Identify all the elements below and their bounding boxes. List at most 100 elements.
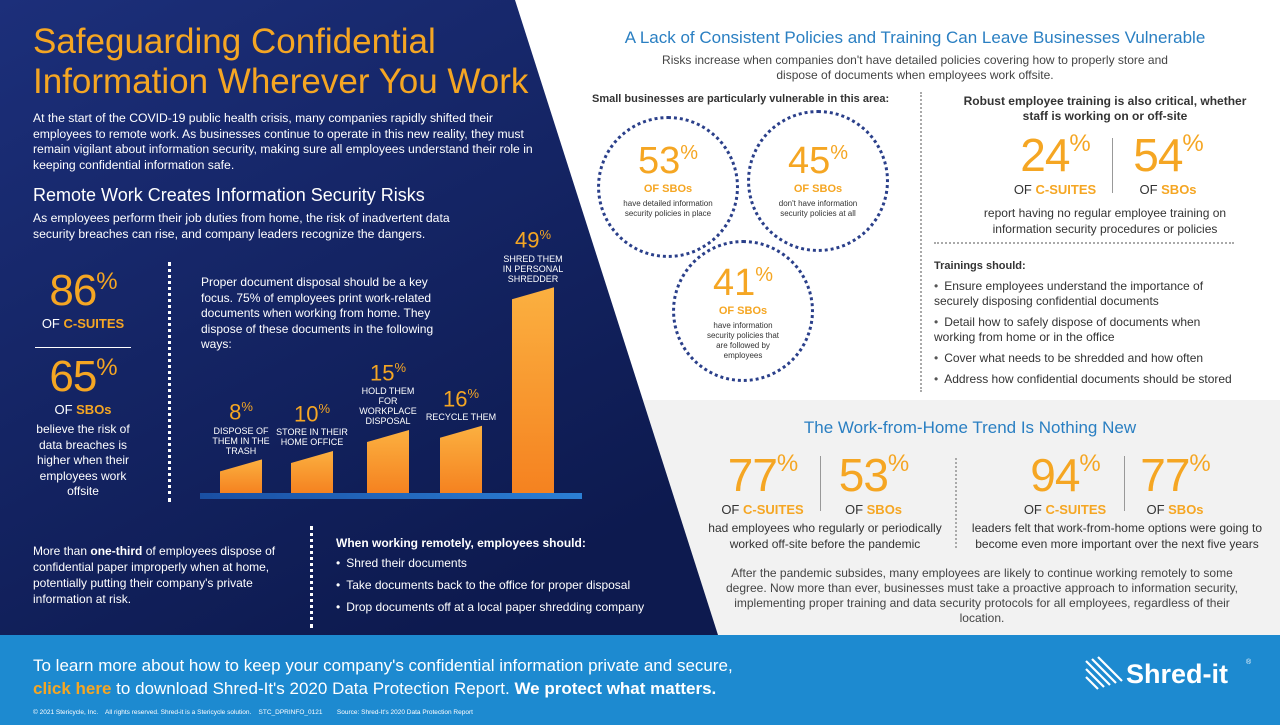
remote-heading: Remote Work Creates Information Security… (33, 185, 425, 205)
bar-label-block: 10% STORE IN THEIR HOME OFFICE (267, 401, 357, 447)
dotted-divider (920, 92, 922, 392)
remote-text: As employees perform their job duties fr… (33, 211, 450, 241)
pct-sign: % (1189, 450, 1210, 477)
pct-sign: % (830, 142, 849, 164)
list-item: Drop documents off at a local paper shre… (336, 600, 644, 615)
pct-sign: % (539, 227, 552, 243)
pct-sign: % (1079, 450, 1100, 477)
of-label: OF (844, 502, 864, 517)
pct-sign: % (318, 401, 331, 416)
stat-77-block: 77% OF C-SUITES (710, 448, 815, 517)
pct-sign: % (96, 268, 117, 295)
believe-text: believe the risk of data breaches is hig… (36, 422, 130, 498)
small-business-heading: Small businesses are particularly vulner… (592, 93, 890, 105)
c3-label: OF SBOs (718, 305, 768, 317)
footer-line1: To learn more about how to keep your com… (33, 656, 733, 675)
circle-53-content: 53% OF SBOs have detailed information se… (597, 140, 739, 219)
bar (512, 287, 554, 493)
bar-value-label: 10% (267, 401, 357, 427)
circle-41-content: 41% OF SBOs have information security po… (672, 262, 814, 361)
of-label: OF (1139, 182, 1158, 197)
stat-86-label: C-SUITES (63, 316, 125, 331)
stat-53-block: 53% OF SBOs (826, 448, 921, 517)
bar-category-label: HOLD THEM FOR WORKPLACE DISPOSAL (359, 386, 417, 427)
stat-65-block: 65% OF SBOs (33, 352, 133, 417)
pct-sign: % (394, 360, 407, 375)
c2-text: don't have information security policies… (778, 199, 858, 218)
dotted-divider (168, 262, 171, 502)
wfh-ab-text: had employees who regularly or periodica… (708, 521, 942, 551)
pct-sign: % (887, 450, 909, 477)
wfh-a-value: 77 (727, 449, 778, 501)
footer-tagline: We protect what matters. (514, 679, 717, 698)
pct-sign: % (241, 399, 253, 415)
bar-value-label: 15% (343, 360, 433, 386)
circle-45-content: 45% OF SBOs don't have information secur… (747, 140, 889, 219)
remote-should-heading: When working remotely, employees should: (336, 536, 586, 550)
divider (1112, 138, 1113, 193)
pct-sign: % (1069, 130, 1090, 157)
bar-value-label: 16% (416, 386, 506, 412)
wfh-c-label: C-SUITES (1045, 502, 1107, 517)
stat-86-value: 86 (49, 266, 97, 315)
of-label: OF (1146, 502, 1165, 517)
bar-category-label: STORE IN THEIR HOME OFFICE (276, 427, 348, 448)
circle-41 (672, 240, 814, 382)
c1-text: have detailed information security polic… (623, 199, 713, 218)
c1-value: 53 (637, 140, 681, 182)
dotted-divider (934, 242, 1234, 244)
footer-line2: click here to download Shred-It's 2020 D… (33, 678, 716, 700)
bar-label-block: 49% SHRED THEM IN PERSONAL SHREDDER (488, 227, 578, 283)
pct-sign: % (1182, 130, 1203, 157)
dotted-divider (955, 458, 957, 548)
divider (820, 456, 821, 511)
divider (35, 347, 131, 348)
bar-value: 16 (442, 386, 468, 412)
stat-24-block: 24% OF C-SUITES (1005, 128, 1105, 197)
wfh-a-label: C-SUITES (743, 502, 804, 517)
stat-77b-block: 77% OF SBOs (1130, 448, 1220, 517)
t2-label: SBOs (1161, 182, 1197, 197)
training-text: report having no regular employee traini… (983, 206, 1227, 236)
bar-label-block: 8% DISPOSE OF THEM IN THE TRASH (196, 399, 286, 455)
bar (291, 451, 333, 493)
circle-45 (747, 110, 889, 252)
of-label: OF (721, 502, 740, 517)
one-third-pre: More than (33, 544, 91, 558)
of-label: OF (1023, 502, 1042, 517)
dotted-divider (310, 526, 313, 628)
click-here-link[interactable]: click here (33, 679, 112, 698)
stat-65-label: SBOs (76, 402, 112, 417)
list-item: Cover what needs to be shredded and how … (934, 351, 1234, 366)
list-item: Detail how to safely dispose of document… (934, 315, 1234, 345)
pct-sign: % (680, 142, 699, 164)
wfh-b-label: SBOs (866, 502, 903, 517)
of-label: OF (1013, 182, 1032, 197)
bar-value: 8 (229, 399, 242, 425)
bar (220, 459, 262, 493)
wfh-b-value: 53 (838, 449, 889, 501)
of-label: OF (41, 316, 60, 331)
one-third-post: of employees dispose of confidential pap… (33, 544, 276, 606)
disposal-bar-chart (200, 287, 582, 499)
of-label: OF (54, 402, 73, 417)
policies-heading: A Lack of Consistent Policies and Traini… (624, 28, 1206, 47)
bar-label-block: 15% HOLD THEM FOR WORKPLACE DISPOSAL (343, 360, 433, 426)
wfh-closing: After the pandemic subsides, many employ… (725, 566, 1239, 625)
footer: To learn more about how to keep your com… (0, 635, 1280, 725)
pct-sign: % (755, 264, 774, 286)
bar-value: 49 (514, 227, 540, 253)
policies-subtext: Risks increase when companies don't have… (662, 53, 1168, 82)
c1-label: OF SBOs (643, 183, 693, 195)
intro-text: At the start of the COVID-19 public heal… (33, 111, 533, 172)
list-item: Take documents back to the office for pr… (336, 578, 644, 593)
one-third-text: More than one-third of employees dispose… (33, 543, 298, 607)
c2-label: OF SBOs (793, 183, 843, 195)
c2-value: 45 (787, 140, 831, 182)
wfh-heading: The Work-from-Home Trend Is Nothing New (803, 418, 1137, 437)
bar-category-label: SHRED THEM IN PERSONAL SHREDDER (502, 253, 564, 284)
bar-value: 15 (369, 360, 395, 386)
pct-sign: % (96, 354, 117, 381)
pct-sign: % (467, 385, 480, 401)
c3-text: have information security policies that … (706, 321, 780, 360)
